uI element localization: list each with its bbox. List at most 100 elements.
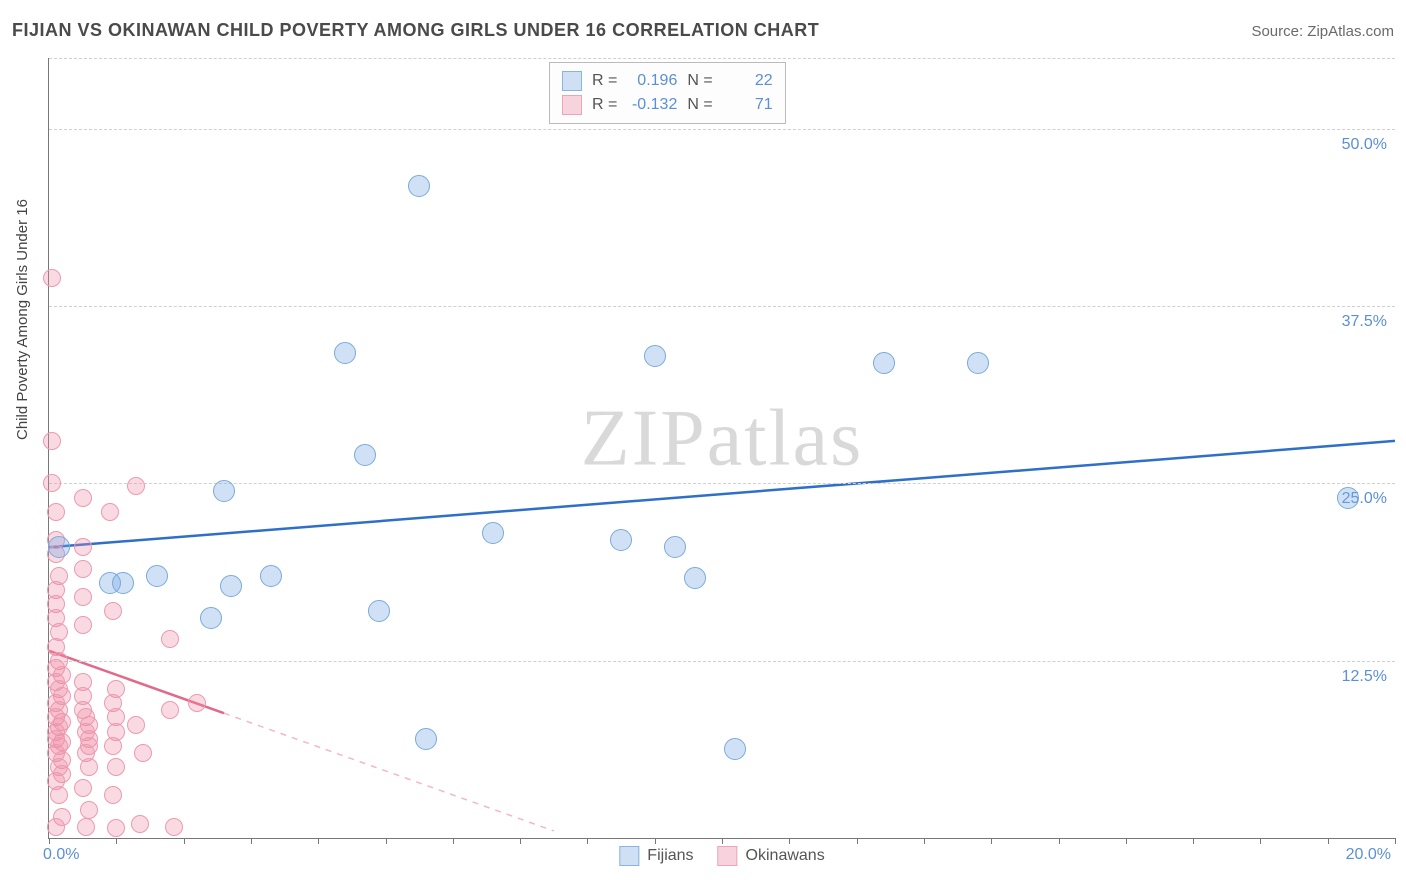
data-point xyxy=(368,600,390,622)
data-point xyxy=(74,560,92,578)
swatch-okinawans xyxy=(562,95,582,115)
data-point xyxy=(161,630,179,648)
x-tick xyxy=(1126,838,1127,844)
swatch-okinawans-icon xyxy=(718,846,738,866)
data-point xyxy=(213,480,235,502)
watermark: ZIPatlas xyxy=(581,393,864,484)
data-point xyxy=(77,818,95,836)
data-point xyxy=(165,818,183,836)
data-point xyxy=(188,694,206,712)
data-point xyxy=(74,538,92,556)
trend-lines xyxy=(49,58,1395,838)
r-value-fijians: 0.196 xyxy=(627,72,677,90)
data-point xyxy=(50,786,68,804)
data-point xyxy=(112,572,134,594)
x-tick xyxy=(386,838,387,844)
plot-area: ZIPatlas R = 0.196 N = 22 R = -0.132 N =… xyxy=(48,58,1395,839)
x-tick xyxy=(1260,838,1261,844)
chart-title: FIJIAN VS OKINAWAN CHILD POVERTY AMONG G… xyxy=(12,20,819,41)
data-point xyxy=(131,815,149,833)
x-tick xyxy=(722,838,723,844)
data-point xyxy=(104,602,122,620)
y-tick-label: 37.5% xyxy=(1342,313,1387,331)
data-point xyxy=(74,616,92,634)
data-point xyxy=(260,565,282,587)
x-tick xyxy=(251,838,252,844)
data-point xyxy=(482,522,504,544)
gridline xyxy=(49,483,1395,484)
data-point xyxy=(74,779,92,797)
x-tick xyxy=(587,838,588,844)
data-point xyxy=(664,536,686,558)
y-tick-label: 12.5% xyxy=(1342,668,1387,686)
x-tick xyxy=(318,838,319,844)
data-point xyxy=(354,444,376,466)
x-tick xyxy=(1193,838,1194,844)
x-tick-label: 0.0% xyxy=(43,846,79,864)
x-tick xyxy=(789,838,790,844)
x-tick xyxy=(857,838,858,844)
x-tick xyxy=(924,838,925,844)
x-tick xyxy=(184,838,185,844)
r-value-okinawans: -0.132 xyxy=(627,96,677,114)
data-point xyxy=(47,503,65,521)
swatch-fijians-icon xyxy=(619,846,639,866)
data-point xyxy=(161,701,179,719)
data-point xyxy=(200,607,222,629)
data-point xyxy=(1337,487,1359,509)
data-point xyxy=(684,567,706,589)
data-point xyxy=(873,352,895,374)
data-point xyxy=(220,575,242,597)
x-tick xyxy=(1059,838,1060,844)
x-tick xyxy=(1395,838,1396,844)
data-point xyxy=(967,352,989,374)
legend-item-okinawans: Okinawans xyxy=(718,846,825,866)
data-point xyxy=(43,432,61,450)
x-tick xyxy=(1328,838,1329,844)
data-point xyxy=(74,489,92,507)
data-point xyxy=(644,345,666,367)
data-point xyxy=(48,536,70,558)
data-point xyxy=(74,588,92,606)
data-point xyxy=(127,477,145,495)
gridline xyxy=(49,58,1395,59)
x-tick xyxy=(520,838,521,844)
stats-row-fijians: R = 0.196 N = 22 xyxy=(562,69,773,93)
y-tick-label: 50.0% xyxy=(1342,136,1387,154)
data-point xyxy=(47,818,65,836)
x-tick xyxy=(49,838,50,844)
x-tick xyxy=(991,838,992,844)
y-axis-label: Child Poverty Among Girls Under 16 xyxy=(14,199,31,440)
n-value-okinawans: 71 xyxy=(723,96,773,114)
data-point xyxy=(408,175,430,197)
data-point xyxy=(101,503,119,521)
stats-box: R = 0.196 N = 22 R = -0.132 N = 71 xyxy=(549,62,786,124)
legend-item-fijians: Fijians xyxy=(619,846,693,866)
data-point xyxy=(610,529,632,551)
data-point xyxy=(134,744,152,762)
data-point xyxy=(104,737,122,755)
data-point xyxy=(43,474,61,492)
x-tick-label: 20.0% xyxy=(1346,846,1391,864)
gridline xyxy=(49,306,1395,307)
gridline xyxy=(49,129,1395,130)
swatch-fijians xyxy=(562,71,582,91)
data-point xyxy=(80,758,98,776)
data-point xyxy=(334,342,356,364)
data-point xyxy=(107,758,125,776)
stats-row-okinawans: R = -0.132 N = 71 xyxy=(562,93,773,117)
data-point xyxy=(127,716,145,734)
x-tick xyxy=(453,838,454,844)
x-tick xyxy=(655,838,656,844)
n-value-fijians: 22 xyxy=(723,72,773,90)
x-tick xyxy=(116,838,117,844)
source-label: Source: ZipAtlas.com xyxy=(1251,23,1394,40)
gridline xyxy=(49,661,1395,662)
data-point xyxy=(43,269,61,287)
data-point xyxy=(146,565,168,587)
data-point xyxy=(104,786,122,804)
data-point xyxy=(415,728,437,750)
data-point xyxy=(107,819,125,837)
data-point xyxy=(724,738,746,760)
data-point xyxy=(80,801,98,819)
